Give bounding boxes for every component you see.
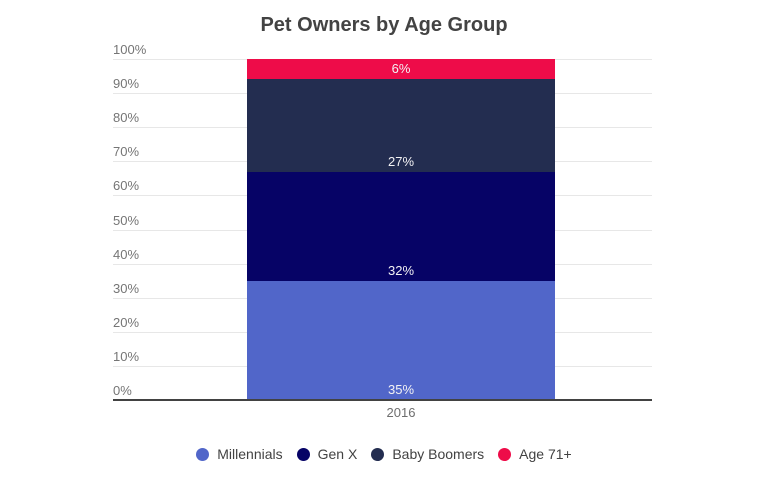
legend-item-millennials: Millennials xyxy=(196,446,283,462)
x-axis-line xyxy=(113,399,652,401)
bar-segment-millennials: 35% xyxy=(247,280,555,400)
y-tick-label-10%: 10% xyxy=(113,348,140,364)
legend-item-baby-boomers: Baby Boomers xyxy=(371,446,484,462)
y-tick-label-30%: 30% xyxy=(113,280,140,296)
legend-item-age-71-: Age 71+ xyxy=(498,446,572,462)
data-label: 32% xyxy=(387,262,415,278)
legend-label: Gen X xyxy=(317,446,358,462)
data-label: 35% xyxy=(387,382,415,397)
bar-segment-baby-boomers: 27% xyxy=(247,79,555,172)
legend-swatch-icon xyxy=(371,447,385,461)
bar-segment-gen-x: 32% xyxy=(247,171,555,281)
y-tick-label-90%: 90% xyxy=(113,76,140,92)
y-tick-label-50%: 50% xyxy=(113,212,140,228)
y-tick-label-40%: 40% xyxy=(113,246,140,262)
legend-label: Baby Boomers xyxy=(392,446,485,462)
y-tick-label-80%: 80% xyxy=(113,110,140,126)
legend: Millennials Gen X Baby Boomers Age 71+ xyxy=(0,446,768,462)
x-axis-category-label: 2016 xyxy=(386,405,416,420)
legend-item-gen-x: Gen X xyxy=(296,446,358,462)
y-tick-label-20%: 20% xyxy=(113,314,140,330)
y-tick-label-60%: 60% xyxy=(113,178,140,194)
chart-title: Pet Owners by Age Group xyxy=(260,14,508,36)
legend-swatch-icon xyxy=(296,447,310,461)
legend-label: Millennials xyxy=(217,446,283,462)
y-tick-label-0%: 0% xyxy=(113,383,132,398)
data-label: 6% xyxy=(391,61,411,77)
y-tick-label-100%: 100% xyxy=(113,42,147,57)
legend-swatch-icon xyxy=(196,447,210,461)
y-tick-label-70%: 70% xyxy=(113,144,140,160)
plot-area: 35% 32% 27% 6% 0% 10% 20% 30% 40% 50% 60% 70% 80% 90… xyxy=(113,42,652,401)
data-label: 27% xyxy=(387,153,415,169)
legend-swatch-icon xyxy=(498,447,512,461)
bar-segment-age-71-: 6% xyxy=(247,59,555,80)
stacked-bar-2016: 35% 32% 27% 6% xyxy=(247,59,555,400)
legend-label: Age 71+ xyxy=(519,446,572,462)
